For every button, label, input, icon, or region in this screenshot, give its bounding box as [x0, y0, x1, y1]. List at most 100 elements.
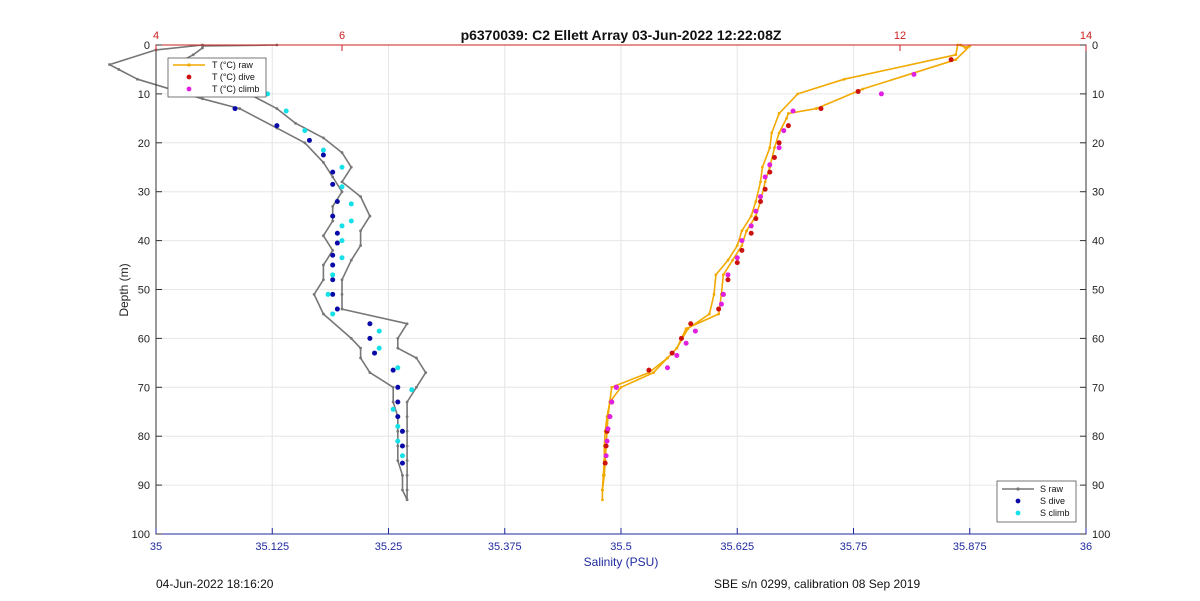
point-t-c-raw [601, 488, 604, 492]
point-s-raw [401, 473, 404, 477]
point-s-raw [303, 141, 307, 145]
point-s-raw [396, 429, 400, 433]
y-tick-label-left: 70 [138, 382, 150, 394]
point-s-dive [334, 198, 340, 204]
point-t-c-raw [777, 131, 781, 135]
point-s-climb [390, 406, 396, 412]
point-s-dive [399, 428, 405, 434]
point-s-raw [322, 263, 325, 267]
point-s-raw [405, 400, 409, 404]
point-s-raw [331, 175, 335, 179]
point-t-c-raw [963, 46, 967, 49]
chart-title: p6370039: C2 Ellett Array 03-Jun-2022 12… [461, 27, 782, 43]
legend-t-climb-label: T (°C) climb [212, 84, 259, 94]
ticks: 0 0 10 10 20 20 30 30 40 40 50 50 60 60 70 70 80 80 90 90 10… [132, 30, 1111, 553]
point-t-c-dive [762, 186, 768, 192]
point-s-climb [348, 201, 354, 207]
point-s-raw [359, 244, 362, 247]
point-t-c-raw [754, 200, 758, 203]
x-bottom-tick-label: 35 [150, 541, 162, 553]
point-t-c-dive [767, 169, 773, 175]
y-tick-label-right: 50 [1092, 285, 1104, 297]
point-s-raw [415, 356, 418, 360]
point-t-c-raw [717, 312, 721, 316]
point-t-c-climb [605, 426, 611, 432]
point-t-c-climb [665, 365, 670, 371]
point-t-c-raw [731, 258, 734, 262]
point-t-c-raw [686, 327, 690, 331]
point-t-c-raw [652, 371, 655, 375]
legend-salinity: S raw S dive S climb [996, 480, 1077, 523]
point-s-raw [415, 385, 418, 389]
point-s-raw [424, 371, 428, 375]
point-t-c-dive [678, 335, 684, 341]
point-s-raw [294, 121, 297, 125]
point-t-c-raw [740, 229, 744, 233]
point-t-c-dive [948, 57, 954, 63]
point-t-c-raw [785, 116, 788, 120]
point-t-c-dive [855, 88, 861, 94]
point-s-climb [320, 147, 326, 153]
footer-calibration: SBE s/n 0299, calibration 08 Sep 2019 [714, 577, 920, 591]
point-s-raw [405, 415, 409, 419]
point-s-dive [334, 240, 340, 246]
point-t-c-climb [613, 384, 619, 390]
point-t-c-raw [787, 112, 790, 115]
point-t-c-climb [603, 453, 609, 459]
x-bottom-tick-label: 35.375 [488, 541, 522, 553]
point-t-c-climb [758, 194, 763, 200]
point-s-raw [359, 346, 362, 350]
point-s-raw [391, 400, 395, 404]
point-s-dive [395, 399, 401, 405]
point-s-raw [312, 292, 316, 296]
point-s-raw [396, 337, 400, 340]
point-t-c-dive [776, 140, 782, 146]
point-t-c-dive [602, 460, 608, 466]
point-s-raw [238, 107, 242, 110]
series-line-t-c-raw [601, 44, 971, 501]
series-t-c-raw [601, 43, 972, 502]
point-t-c-dive [669, 350, 675, 356]
point-t-c-raw [814, 107, 818, 110]
x-bottom-tick-label: 35.25 [375, 541, 403, 553]
point-t-c-raw [768, 146, 772, 150]
point-s-dive [390, 367, 396, 373]
point-s-raw [201, 46, 204, 50]
point-t-c-raw [721, 273, 725, 277]
point-t-c-raw [712, 292, 716, 296]
point-t-c-climb [604, 438, 610, 444]
point-s-raw [275, 107, 279, 110]
point-t-c-raw [763, 180, 767, 184]
y-tick-label-right: 70 [1092, 382, 1104, 394]
point-t-c-raw [610, 385, 614, 389]
legend-t-dive-marker [186, 74, 192, 80]
y-tick-label-left: 20 [138, 138, 150, 150]
legend-s-raw-marker [1016, 487, 1020, 491]
point-s-dive [372, 350, 378, 356]
y-tick-label-left: 0 [144, 40, 150, 52]
point-s-climb [339, 255, 345, 261]
point-s-raw [191, 53, 195, 57]
point-s-dive [320, 152, 326, 158]
point-s-climb [330, 272, 336, 278]
point-t-c-raw [666, 356, 669, 360]
x-top-tick-label: 12 [894, 30, 906, 42]
y-tick-label-right: 20 [1092, 138, 1104, 150]
point-s-climb [339, 184, 345, 190]
point-s-dive [330, 169, 336, 175]
point-s-dive [399, 460, 405, 466]
legend-t-raw-marker [187, 63, 191, 67]
y-tick-label-right: 90 [1092, 480, 1104, 492]
point-s-dive [274, 123, 280, 129]
point-t-c-raw [770, 131, 774, 135]
point-s-raw [117, 68, 121, 71]
y-tick-label-left: 100 [132, 529, 150, 541]
y-tick-label-right: 30 [1092, 187, 1104, 199]
point-t-c-raw [675, 346, 679, 350]
series-line-s-raw [108, 44, 427, 501]
point-t-c-dive [603, 443, 609, 449]
point-t-c-dive [818, 106, 824, 112]
point-s-raw [201, 97, 204, 101]
point-t-c-climb [753, 208, 759, 214]
point-t-c-dive [725, 277, 731, 283]
